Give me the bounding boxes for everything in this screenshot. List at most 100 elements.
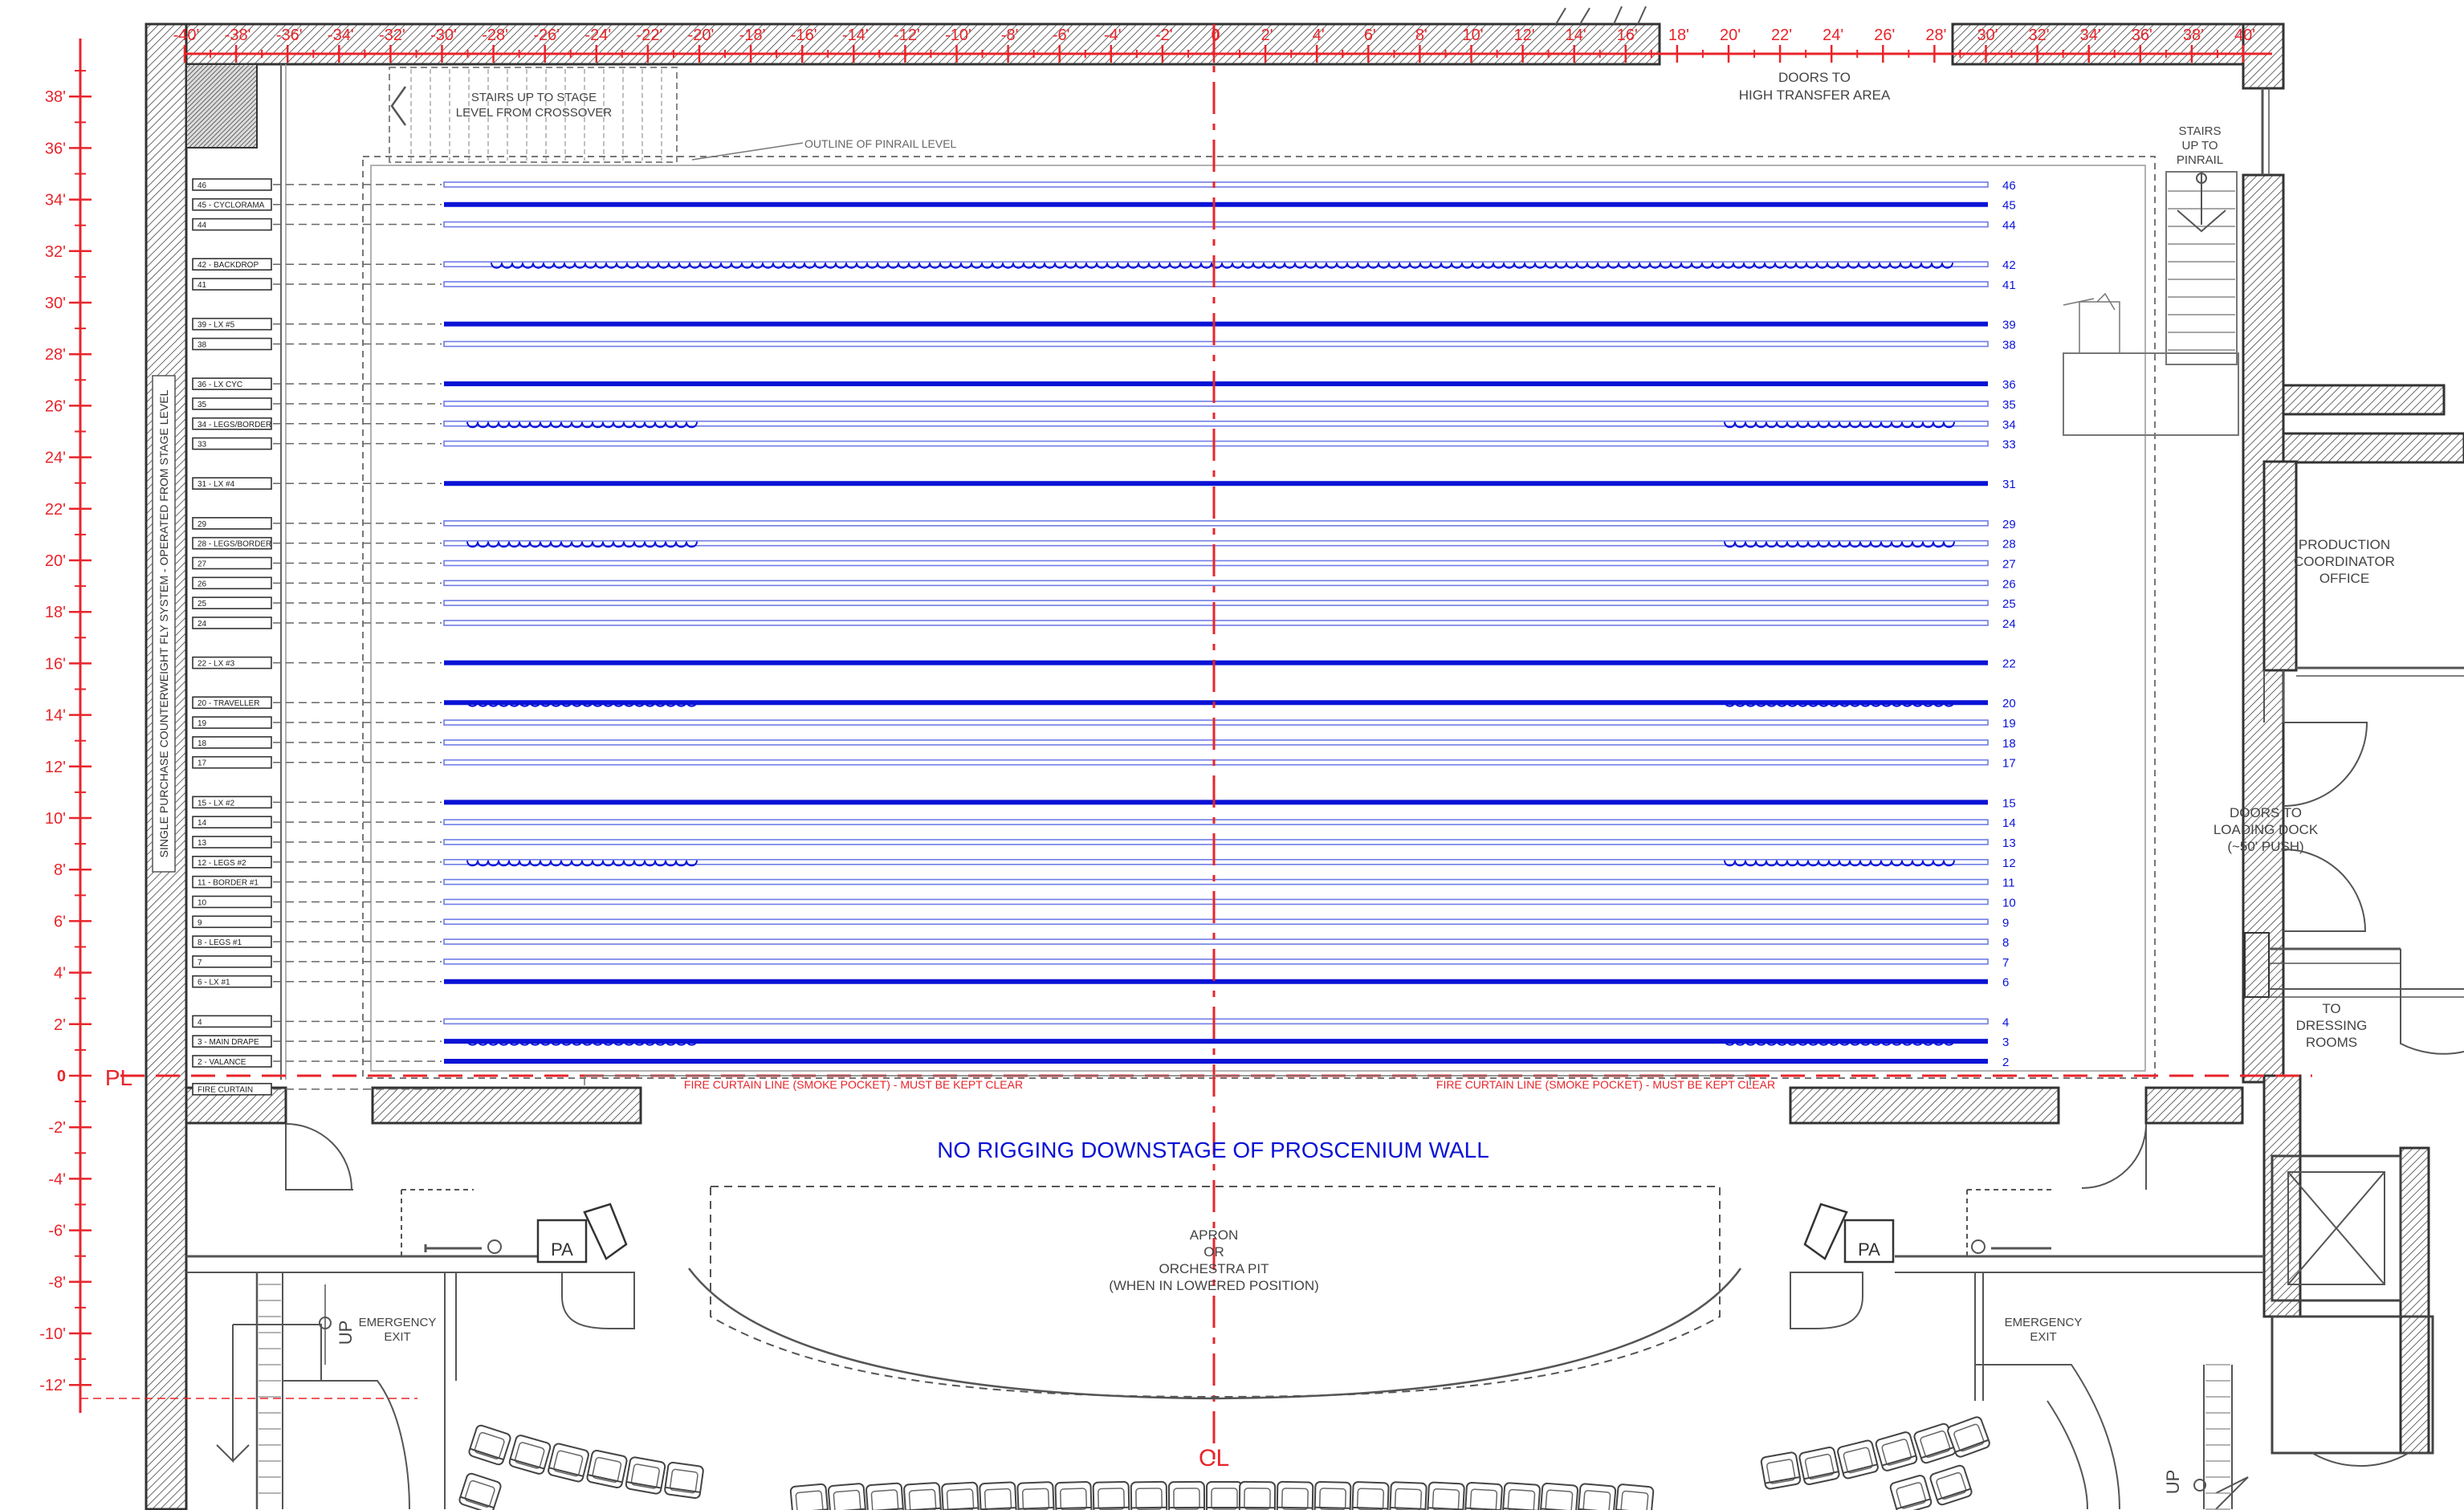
lineset-name: 9 xyxy=(198,918,202,927)
batten xyxy=(443,918,1989,926)
left-scale-label: 22' xyxy=(45,501,66,519)
lineset: 2 - VALANCE 2 xyxy=(192,1055,2009,1069)
lineset-tag xyxy=(192,816,272,828)
seat xyxy=(979,1481,1017,1510)
lineset-tag xyxy=(192,696,272,710)
lineset: 26 26 xyxy=(192,576,2016,591)
lineset-tag xyxy=(192,1082,272,1096)
batten xyxy=(443,420,1989,427)
lineset-name: 31 - LX #4 xyxy=(198,480,235,489)
top-scale-label: -40' xyxy=(173,26,200,44)
lineset-tag xyxy=(192,596,272,609)
centerline-label: CL xyxy=(1199,1445,1229,1471)
lineset: 19 19 xyxy=(192,716,2016,731)
lineset-name: 44 xyxy=(198,222,207,230)
top-scale-label: -24' xyxy=(584,26,611,44)
lineset-name: 28 - LEGS/BORDER xyxy=(198,540,271,549)
lineset-number: 6 xyxy=(2002,976,2009,990)
seat xyxy=(1276,1480,1314,1510)
left-scale-label: -6' xyxy=(48,1223,66,1240)
lineset-name: 39 - LX #5 xyxy=(198,321,235,330)
batten xyxy=(443,898,1989,906)
lineset: 28 - LEGS/BORDER 28 xyxy=(192,536,2016,551)
doors-transfer-line1: DOORS TO xyxy=(1778,70,1851,85)
top-scale-label: 22' xyxy=(1771,26,1792,44)
left-scale-label: -2' xyxy=(48,1119,66,1137)
top-scale-label: -2' xyxy=(1155,26,1173,44)
lineset-tag xyxy=(192,617,272,629)
lineset: 33 33 xyxy=(192,437,2016,452)
seat xyxy=(458,1472,502,1510)
top-scale-label: 32' xyxy=(2029,26,2050,44)
lineset-name: FIRE CURTAIN xyxy=(198,1086,253,1095)
lineset: 11 - BORDER #1 11 xyxy=(192,875,2015,890)
curtain-drape xyxy=(466,1040,698,1046)
top-scale-label: -26' xyxy=(533,26,560,44)
left-scale-label: 24' xyxy=(45,450,66,467)
batten xyxy=(443,600,1989,606)
left-scale-label: -8' xyxy=(48,1274,66,1292)
top-scale-label: -20' xyxy=(688,26,715,44)
seat xyxy=(903,1482,942,1510)
batten xyxy=(443,281,1989,287)
stairs-pinrail-line3: PINRAIL xyxy=(2177,153,2223,167)
lineset-number: 25 xyxy=(2002,597,2016,611)
lineset-number: 3 xyxy=(2002,1036,2009,1049)
pinrail-outline xyxy=(362,156,2156,1079)
lineset-number: 7 xyxy=(2002,956,2009,970)
lineset-number: 33 xyxy=(2002,438,2016,452)
top-scale-label: -34' xyxy=(328,26,354,44)
curtain-drape xyxy=(1724,860,1955,867)
lineset-name: 46 xyxy=(198,181,207,190)
lineset-name: 12 - LEGS #2 xyxy=(198,859,246,868)
lineset: 22 - LX #3 22 xyxy=(192,656,2016,671)
up-label-right: UP xyxy=(2163,1470,2183,1495)
lineset-tag xyxy=(192,576,272,590)
batten xyxy=(443,759,1989,766)
batten xyxy=(443,719,1989,726)
lineset-tag xyxy=(192,975,272,988)
seat xyxy=(1760,1451,1802,1490)
batten xyxy=(443,261,1989,268)
stairs-crossover-line2: LEVEL FROM CROSSOVER xyxy=(456,106,613,120)
lineset-number: 41 xyxy=(2002,279,2016,292)
lineset-tag xyxy=(192,477,272,490)
seat xyxy=(664,1461,704,1500)
lineset-tag xyxy=(192,258,272,271)
lineset-name: 11 - BORDER #1 xyxy=(198,879,259,888)
top-scale-label: 28' xyxy=(1925,26,1946,44)
lineset-name: 41 xyxy=(198,281,207,290)
curtain-drape xyxy=(1724,421,1955,429)
curtain-drape xyxy=(1724,1040,1955,1046)
lineset-name: 29 xyxy=(198,520,207,529)
lineset-name: 17 xyxy=(198,759,207,768)
seat xyxy=(1167,1480,1206,1510)
top-scale-label: -22' xyxy=(637,26,663,44)
lineset-name: 15 - LX #2 xyxy=(198,799,235,808)
production-office-line1: PRODUCTION xyxy=(2299,537,2390,552)
doors-loading-line1: DOORS TO xyxy=(2230,805,2302,820)
seat xyxy=(941,1481,979,1510)
lineset: 10 10 xyxy=(192,895,2016,910)
stairs-pinrail-line2: UP TO xyxy=(2181,139,2218,153)
lineset-number: 11 xyxy=(2002,877,2015,890)
lineset-tag xyxy=(192,1015,272,1028)
lineset-number: 38 xyxy=(2002,338,2016,352)
lineset-number: 29 xyxy=(2002,518,2016,531)
lineset-tag xyxy=(192,935,272,948)
left-scale-label: 8' xyxy=(54,861,66,879)
left-scale-label: 34' xyxy=(45,192,66,210)
top-scale-label: 36' xyxy=(2132,26,2152,44)
left-scale-label: 6' xyxy=(54,913,66,930)
left-scale-label: 18' xyxy=(45,604,66,621)
to-dressing-line1: TO xyxy=(2322,1001,2340,1016)
top-scale-label: -14' xyxy=(842,26,869,44)
batten xyxy=(443,819,1989,825)
batten xyxy=(443,539,1989,547)
lineset-tag xyxy=(192,317,272,331)
left-scale-label: 20' xyxy=(45,552,66,570)
top-scale-label: -16' xyxy=(791,26,817,44)
left-scale-label: -10' xyxy=(39,1325,66,1343)
lineset-number: 10 xyxy=(2002,896,2016,910)
seat xyxy=(1092,1480,1130,1510)
